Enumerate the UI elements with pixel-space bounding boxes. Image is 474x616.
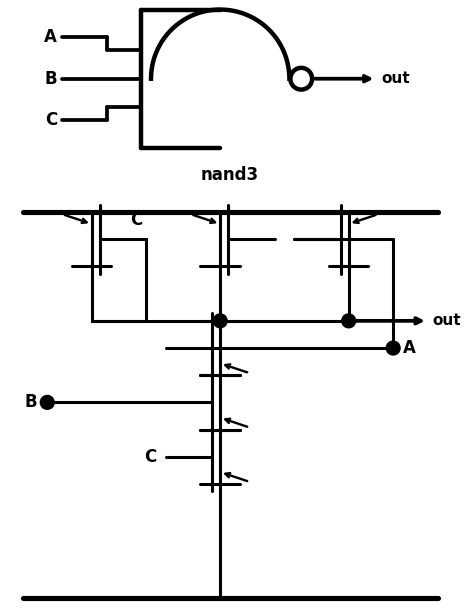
Circle shape — [342, 314, 356, 328]
Circle shape — [40, 395, 54, 409]
Text: C: C — [144, 448, 156, 466]
Text: B: B — [25, 394, 37, 411]
Circle shape — [213, 314, 227, 328]
Text: C: C — [130, 211, 142, 229]
Text: A: A — [44, 28, 57, 46]
Text: C: C — [45, 111, 57, 129]
Text: A: A — [403, 339, 416, 357]
Text: out: out — [433, 314, 461, 328]
Circle shape — [386, 341, 400, 355]
Text: nand3: nand3 — [201, 166, 259, 184]
Text: out: out — [381, 71, 410, 86]
Text: B: B — [45, 70, 57, 87]
